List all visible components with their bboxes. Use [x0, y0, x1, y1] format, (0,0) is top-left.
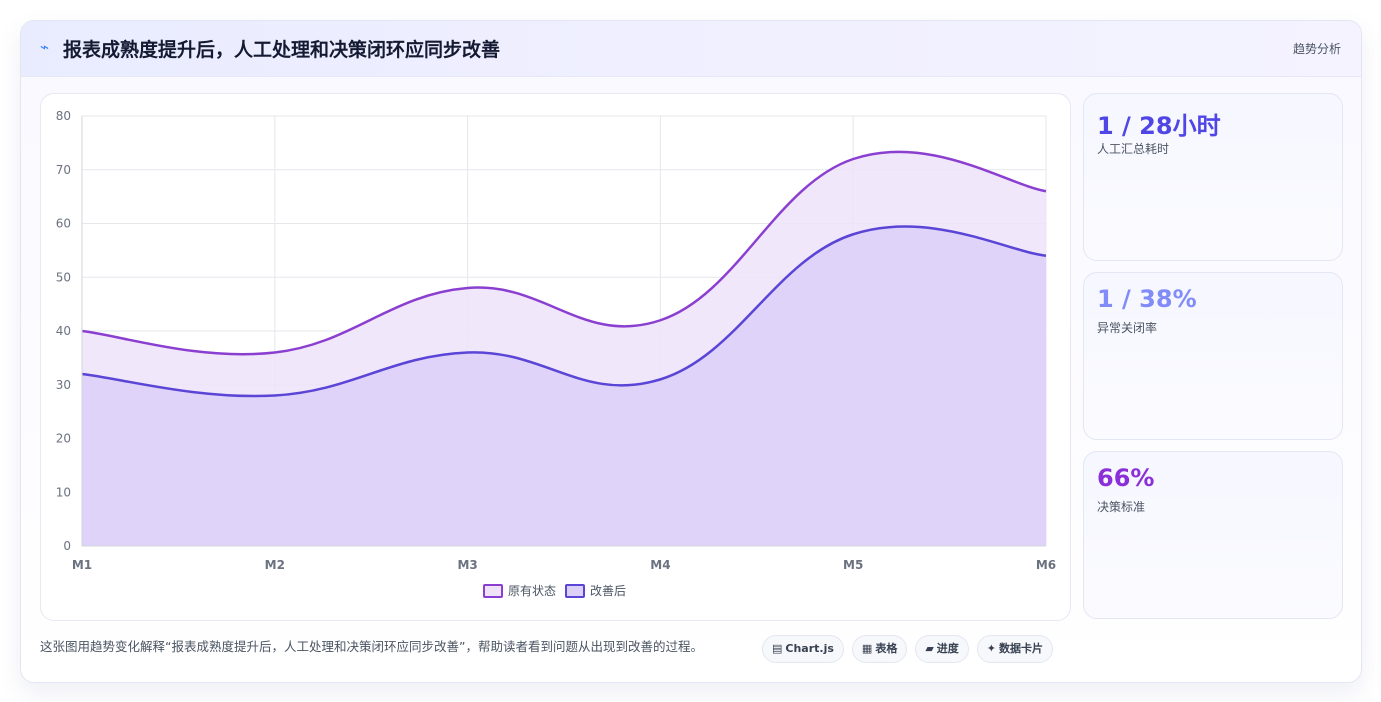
card-header: ⌁ 报表成熟度提升后，人工处理和决策闭环应同步改善 趋势分析	[21, 21, 1361, 77]
chip-chartjs[interactable]: ▤ Chart.js	[762, 635, 844, 663]
y-tick-label: 40	[56, 324, 71, 338]
table-icon: ▦	[861, 642, 873, 655]
chart-card: ⌁ 报表成熟度提升后，人工处理和决策闭环应同步改善 趋势分析 0 10 20 30 40…	[20, 20, 1362, 683]
x-tick-label: M1	[72, 558, 92, 572]
x-tick-label: M2	[265, 558, 285, 572]
x-tick-label: M6	[1036, 558, 1056, 572]
stat-card-exception-close-rate: 1 / 38% 异常关闭率	[1083, 272, 1343, 440]
y-tick-label: 50	[56, 270, 71, 284]
chip-progress[interactable]: ▰ 进度	[915, 635, 969, 663]
legend-swatch	[565, 584, 585, 598]
x-tick-label: M4	[650, 558, 670, 572]
series-line-0	[81, 150, 1047, 356]
chip-table[interactable]: ▦ 表格	[851, 635, 908, 663]
y-tick-label: 80	[56, 109, 71, 123]
data-card-icon: ✦	[986, 642, 997, 655]
tech-chips: ▤ Chart.js ▦ 表格 ▰ 进度 ✦ 数据卡片	[762, 635, 1054, 663]
trend-line-icon: ⌁	[40, 38, 50, 56]
y-tick-label: 60	[56, 217, 71, 231]
area-chart: 0 10 20 30 40 50 60 70 80 M1 M2 M3 M4 M5 M6 原有状态 改善后	[56, 109, 1056, 598]
chart-icon: ▤	[772, 642, 783, 655]
legend-label: 原有状态	[508, 584, 556, 598]
legend-label: 改善后	[590, 583, 626, 598]
chip-data-card[interactable]: ✦ 数据卡片	[976, 635, 1054, 663]
y-tick-label: 0	[63, 539, 71, 553]
stat-card-manual-hours: 1 / 28小时 人工汇总耗时	[1083, 93, 1343, 261]
analysis-tag: 趋势分析	[1292, 42, 1341, 56]
stat-value: 1 / 38%	[1097, 285, 1197, 313]
page-title: 报表成熟度提升后，人工处理和决策闭环应同步改善	[63, 39, 501, 61]
progress-icon: ▰	[925, 642, 934, 655]
legend-swatch	[483, 584, 503, 598]
stat-label: 异常关闭率	[1097, 321, 1158, 335]
y-tick-label: 30	[56, 378, 71, 392]
y-tick-label: 70	[56, 163, 71, 177]
stat-label: 人工汇总耗时	[1097, 142, 1170, 156]
y-tick-label: 20	[56, 432, 71, 446]
stat-card-decision-standard: 66% 决策标准	[1083, 451, 1343, 619]
chart-caption: 这张图用趋势变化解释“报表成熟度提升后，人工处理和决策闭环应同步改善”，帮助读者…	[40, 639, 703, 654]
stat-label: 决策标准	[1097, 500, 1146, 514]
chart-panel: 0 10 20 30 40 50 60 70 80 M1 M2 M3 M4 M5 M6 原有状态 改善后	[40, 93, 1071, 621]
x-tick-label: M3	[457, 558, 477, 572]
stat-value: 66%	[1097, 464, 1155, 492]
series-line-1	[81, 225, 1047, 398]
y-tick-label: 10	[56, 485, 71, 499]
series-area-1	[82, 226, 1046, 546]
x-tick-label: M5	[843, 558, 863, 572]
stat-value: 1 / 28小时	[1097, 112, 1221, 140]
